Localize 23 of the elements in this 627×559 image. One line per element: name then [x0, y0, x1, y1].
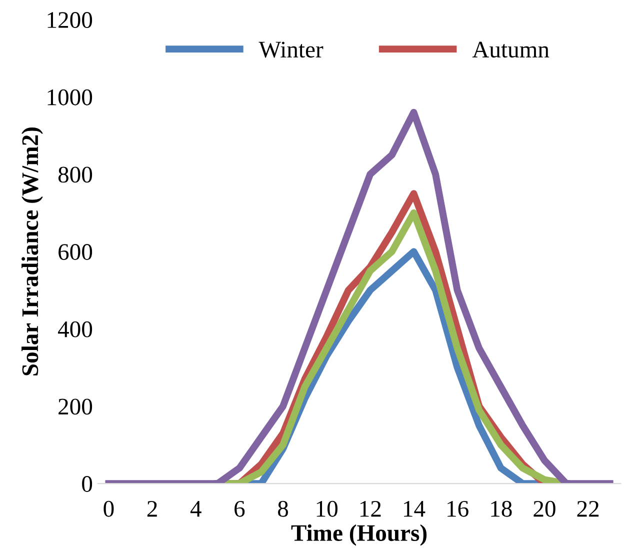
x-tick-label: 10	[316, 500, 338, 517]
x-tick-label: 8	[278, 500, 288, 517]
legend-label: Autumn	[472, 42, 550, 58]
x-tick-label: 4	[190, 501, 202, 517]
y-tick-label: 800	[58, 166, 92, 183]
y-tick-label: 400	[58, 321, 92, 338]
y-tick-label: 0	[82, 476, 92, 492]
x-tick-label: 20	[534, 500, 556, 517]
x-tick-label: 12	[360, 500, 381, 517]
y-tick-label: 1000	[48, 89, 92, 106]
x-tick-label: 16	[448, 500, 468, 517]
y-axis-title: Solar Irradiance (W/m2)	[22, 128, 43, 376]
y-tick-label: 600	[58, 244, 92, 260]
x-tick-label: 6	[234, 500, 245, 517]
y-tick-label: 200	[58, 398, 92, 415]
x-tick-label: 14	[404, 501, 426, 517]
y-tick-label: 1200	[48, 12, 92, 28]
x-tick-label: 22	[577, 500, 599, 517]
x-tick-label: 18	[491, 500, 512, 517]
x-tick-label: 2	[147, 500, 157, 517]
legend-label: Winter	[258, 42, 324, 58]
x-axis-title: Time (Hours)	[291, 524, 427, 546]
x-tick-label: 0	[104, 500, 114, 517]
